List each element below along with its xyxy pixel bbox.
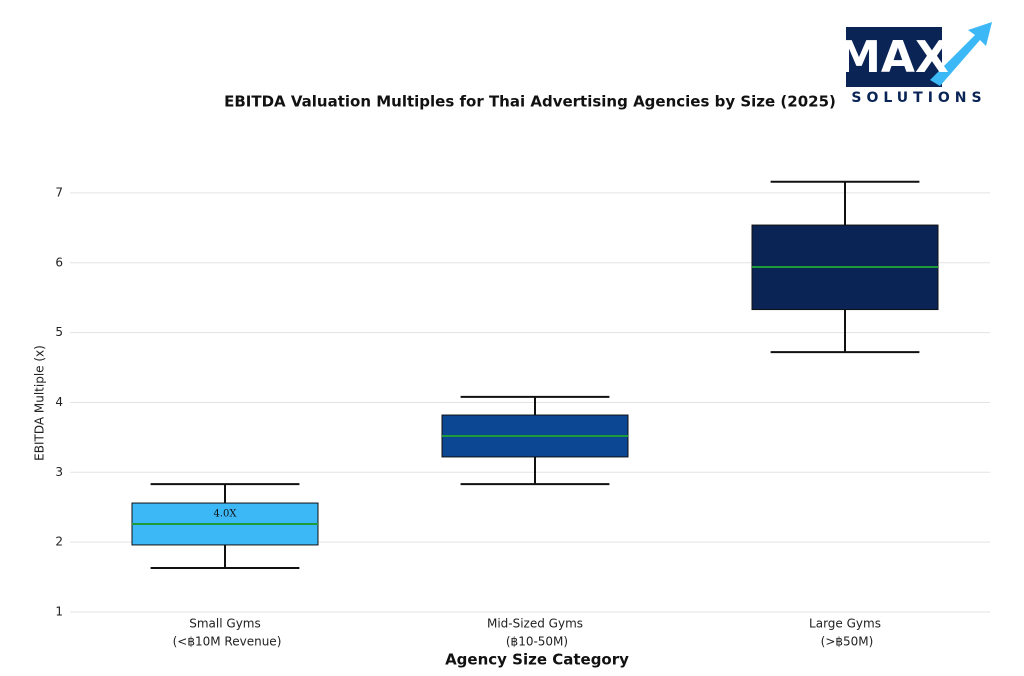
y-tick-label: 5 <box>55 325 63 339</box>
y-tick-label: 2 <box>55 535 63 549</box>
logo-text: MAX <box>837 32 949 83</box>
y-axis-title: EBITDA Multiple (x) <box>33 345 47 461</box>
x-tick-label: Large Gyms <box>809 617 881 631</box>
y-tick-label: 4 <box>55 395 63 409</box>
annotation: 4.0X <box>213 509 237 520</box>
x-tick-label: (<฿10M Revenue) <box>173 635 282 649</box>
x-tick-label: Small Gyms <box>189 617 260 631</box>
logo-arrow <box>930 22 992 86</box>
x-tick-label: (>฿50M) <box>821 635 874 649</box>
logo-box <box>846 27 942 87</box>
chart-title: EBITDA Valuation Multiples for Thai Adve… <box>224 93 836 111</box>
x-tick-label: (฿10-50M) <box>506 635 568 649</box>
x-axis-title: Agency Size Category <box>445 651 629 669</box>
y-tick-label: 3 <box>55 465 63 479</box>
y-tick-label: 1 <box>55 605 63 619</box>
y-tick-label: 7 <box>55 185 63 199</box>
y-tick-label: 6 <box>55 255 63 269</box>
x-tick-label: Mid-Sized Gyms <box>487 617 583 631</box>
logo-subtext: SOLUTIONS <box>851 90 986 106</box>
